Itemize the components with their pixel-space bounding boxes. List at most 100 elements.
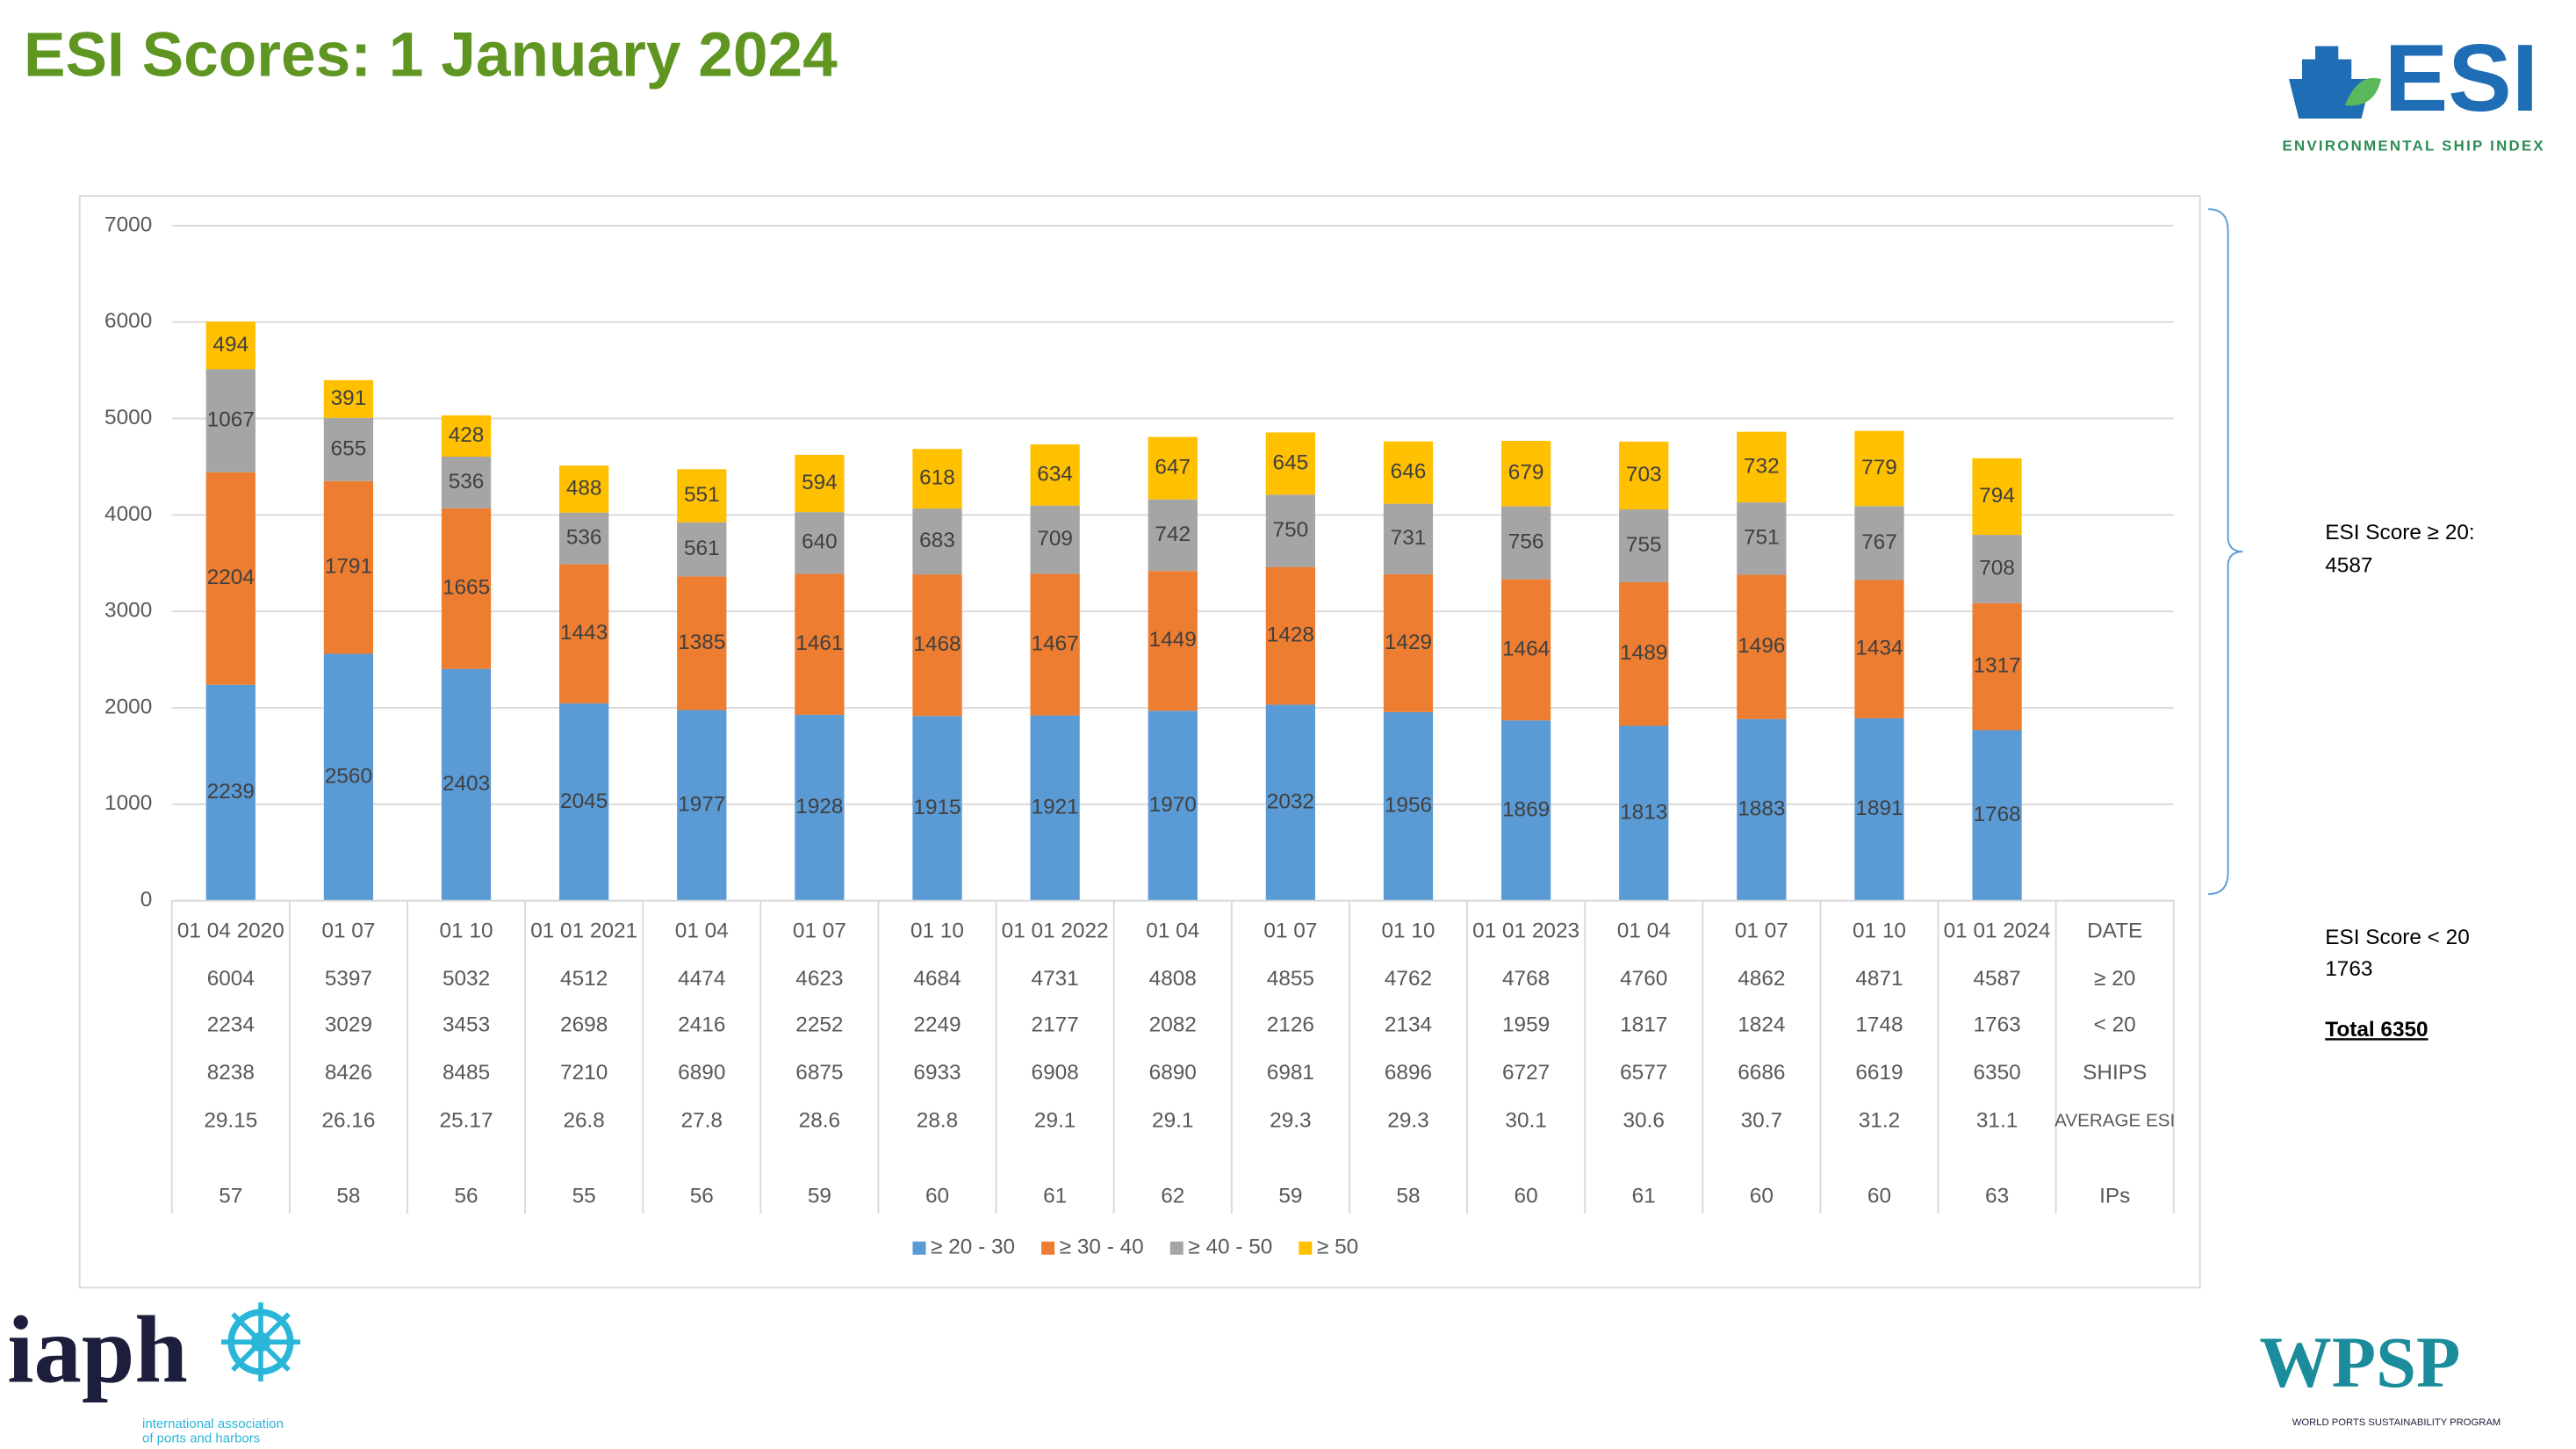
x-tick-label: 01 01 2021 [530, 919, 637, 943]
table-cell: 4512 [560, 967, 608, 991]
data-label: 779 [1861, 456, 1897, 479]
bar-segment [1854, 580, 1904, 718]
page-title: ESI Scores: 1 January 2024 [24, 19, 838, 90]
table-cell: 29.3 [1387, 1108, 1428, 1132]
table-cell: 6933 [913, 1061, 961, 1085]
y-tick-label: 1000 [104, 791, 152, 815]
table-cell: 5397 [325, 967, 372, 991]
data-label: 536 [449, 470, 485, 494]
table-cell: 6890 [678, 1061, 725, 1085]
bar-segment [1265, 432, 1315, 495]
table-cell: 61 [1043, 1185, 1067, 1208]
data-label: 1489 [1620, 641, 1667, 665]
x-tick-label: 01 01 2023 [1472, 919, 1579, 943]
bar-segment [1383, 711, 1434, 901]
table-cell: 2234 [207, 1013, 255, 1037]
y-tick-label: 2000 [104, 695, 152, 718]
data-label: 794 [1979, 484, 2015, 508]
table-cell: 30.6 [1623, 1108, 1665, 1132]
bar-segment [1383, 441, 1434, 504]
data-label: 494 [212, 333, 248, 357]
x-tick-label: 01 04 [1146, 919, 1199, 943]
x-tick-label: 01 01 2024 [1944, 919, 2051, 943]
bar-segment [1737, 431, 1787, 503]
legend-swatch [1041, 1241, 1055, 1255]
data-label: 1915 [913, 796, 961, 819]
table-cell: 4862 [1738, 967, 1785, 991]
bar-segment [912, 574, 962, 717]
bar-segment [677, 576, 727, 710]
x-tick-label: 01 01 2022 [1002, 919, 1109, 943]
table-cell: 6896 [1385, 1061, 1432, 1085]
bar-segment [677, 710, 727, 901]
data-label: 1429 [1385, 631, 1432, 654]
chart: 0 1000 2000 3000 4000 5000 6000 7000 2239 2204 106… [104, 213, 2175, 1258]
bar-segment [1148, 499, 1198, 572]
data-label: 1665 [443, 576, 490, 600]
data-label: 732 [1744, 454, 1780, 478]
data-label: 1921 [1032, 796, 1079, 819]
bar-segment [1500, 579, 1551, 721]
table-cell: 28.6 [799, 1108, 840, 1132]
table-cell: 1959 [1502, 1013, 1550, 1037]
table-cell: 58 [1396, 1185, 1420, 1208]
bar-segment [1972, 458, 2022, 536]
table-cell: 58 [336, 1185, 360, 1208]
bar-segment [1972, 535, 2022, 603]
data-label: 1067 [207, 408, 255, 432]
table-cell: 31.1 [1976, 1108, 2018, 1132]
table-cell: 60 [925, 1185, 949, 1208]
x-tick-label: 01 07 [321, 919, 375, 943]
bar-segment [559, 703, 609, 901]
table-cell: 2698 [560, 1013, 608, 1037]
data-label: 1768 [1973, 803, 2020, 826]
legend-label: ≥ 40 - 50 [1188, 1236, 1272, 1259]
data-label: 551 [684, 483, 720, 507]
data-label: 655 [331, 436, 367, 460]
bar-segment [1619, 509, 1669, 582]
bar-segment [1148, 710, 1198, 901]
bar-segment [1737, 502, 1787, 575]
table-cell: 6908 [1032, 1061, 1079, 1085]
data-label: 1434 [1855, 637, 1903, 660]
bar-segment [441, 415, 492, 458]
data-label: 1496 [1738, 634, 1785, 658]
data-label: 2560 [325, 764, 372, 788]
table-cell: 60 [1867, 1185, 1891, 1208]
table-cell: 4474 [678, 967, 725, 991]
table-cell: 27.8 [681, 1108, 723, 1132]
bar-segment [205, 684, 255, 901]
data-label: 767 [1861, 530, 1897, 554]
table-cell: 3029 [325, 1013, 372, 1037]
legend-swatch [1169, 1241, 1184, 1255]
data-label: 1385 [678, 631, 725, 654]
legend-label: ≥ 30 - 40 [1060, 1236, 1144, 1259]
wpsp-logo-text: WPSP [2259, 1322, 2460, 1402]
bar-segment [323, 653, 374, 901]
table-cell: 56 [454, 1185, 478, 1208]
table-cell: 60 [1750, 1185, 1774, 1208]
bar-segment [795, 454, 845, 513]
bar-segment [1383, 573, 1434, 712]
table-cell: 4808 [1149, 967, 1197, 991]
table-cell: 2252 [795, 1013, 843, 1037]
data-label: 1883 [1738, 797, 1785, 821]
bar-segment [441, 508, 492, 669]
y-tick-label: 7000 [104, 213, 152, 236]
data-label: 2239 [207, 780, 255, 804]
table-cell: 30.1 [1505, 1108, 1546, 1132]
bar-segment [1500, 720, 1551, 901]
table-cell: 2134 [1385, 1013, 1432, 1037]
bar-segment [559, 465, 609, 513]
data-label: 561 [684, 537, 720, 560]
data-label: 640 [802, 530, 838, 554]
x-tick-label: 01 10 [1382, 919, 1436, 943]
bar-segment [1030, 505, 1080, 574]
table-cell: 4684 [913, 967, 961, 991]
data-label: 2204 [207, 566, 255, 589]
table-cell: 4587 [1973, 967, 2020, 991]
table-row-label: < 20 [2094, 1013, 2136, 1037]
data-label: 708 [1979, 556, 2015, 580]
x-tick-label: 01 07 [1263, 919, 1317, 943]
data-label: 1464 [1502, 637, 1550, 660]
